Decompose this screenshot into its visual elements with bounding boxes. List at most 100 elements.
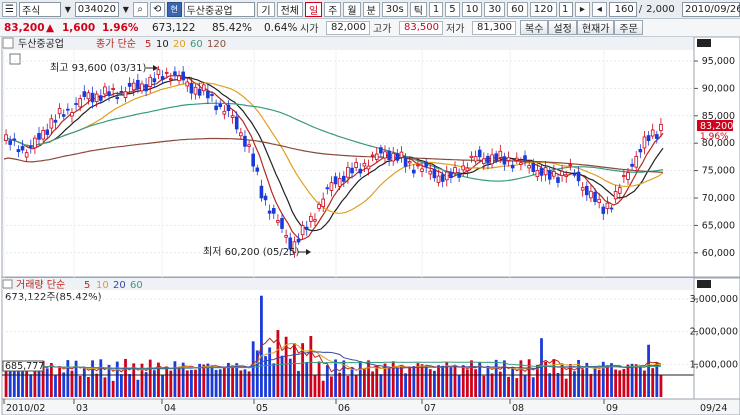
x-tick-label: 05 [256, 403, 268, 414]
candle-body [82, 91, 87, 97]
volume-bar [66, 360, 70, 397]
volume-ma-line-60 [5, 361, 661, 371]
volume-current-label: 673,122주(85.42%) [5, 292, 102, 303]
market-select[interactable]: 주식 [18, 1, 61, 17]
volume-bar [243, 369, 247, 397]
scroll-left-icon[interactable]: ◂ [591, 1, 607, 17]
candle-body [181, 71, 185, 81]
volume-bar [247, 371, 251, 397]
volume-pct: 85.42% [212, 21, 253, 34]
interval-button-30[interactable]: 30 [484, 1, 506, 17]
period-button-tick[interactable]: 틱 [409, 1, 427, 17]
toggle-box-icon[interactable] [9, 53, 21, 65]
vol-ma-legend-10: 10 [96, 280, 109, 291]
display-count-input[interactable]: 160 [608, 1, 637, 17]
volume-bar [490, 373, 494, 397]
candle-body [552, 170, 556, 177]
min-price-label: 최저 60,200 (05/25) [203, 246, 299, 258]
period-button-week[interactable]: 주 [324, 1, 342, 17]
apply-icon[interactable]: ▸ [574, 1, 590, 17]
stock-name-field[interactable]: 두산중공업 [183, 1, 256, 17]
candle-body [634, 155, 639, 168]
volume-bars [4, 295, 663, 397]
volume-bar [268, 347, 272, 397]
chart-tab[interactable]: 두산중공업 [18, 37, 64, 50]
volume-bar [535, 364, 539, 397]
stock-chart[interactable]: 두산중공업 종가 단순 5 10 20 60 120 최고 93,600 (03… [0, 37, 740, 415]
volume-bar [573, 371, 576, 397]
panel-menu-icon[interactable] [2, 37, 14, 49]
candle-body [317, 203, 321, 209]
period-button-all[interactable]: 전체 [276, 1, 303, 17]
candle-body [33, 137, 37, 149]
x-tick-label: 08 [512, 403, 524, 414]
period-button-range[interactable]: 기 [257, 1, 275, 17]
volume-bar [148, 359, 152, 397]
candle-body [391, 152, 396, 162]
period-button-30s[interactable]: 30s [381, 1, 408, 17]
x-tick-label: 04 [164, 403, 176, 414]
price-tick-label: 70,000 [702, 193, 735, 204]
candle-body [617, 187, 622, 194]
volume-bar [95, 373, 99, 397]
candle-body [28, 145, 33, 148]
candle-body [263, 195, 268, 201]
volume-bar [165, 366, 169, 397]
interval-button-120[interactable]: 120 [529, 1, 557, 17]
volume-bar [21, 366, 24, 397]
volume-bar [140, 363, 144, 397]
multi-chart-button[interactable]: 복수 [520, 20, 549, 35]
custom-interval-input[interactable]: 1 [558, 1, 573, 17]
volume-bar [412, 366, 416, 397]
candle-body [589, 190, 593, 199]
volume-bar [25, 366, 29, 397]
stock-code-input[interactable]: 034020 [74, 1, 119, 17]
menu-icon[interactable]: ☰ [2, 1, 17, 17]
candle-body [169, 78, 173, 81]
candle-body [630, 163, 634, 167]
interval-button-10[interactable]: 10 [461, 1, 483, 17]
settings-button[interactable]: 설정 [548, 20, 577, 35]
chevron-down-icon[interactable]: ▼ [122, 4, 129, 14]
volume-bar [301, 343, 305, 397]
volume-axis-menu-icon[interactable] [697, 280, 711, 288]
volume-bar [87, 376, 90, 397]
candle-body [259, 185, 264, 199]
x-tick-label: 09 [606, 403, 618, 414]
price-tick-label: 95,000 [702, 56, 735, 67]
candle-body [309, 215, 313, 222]
price-tick-label: 90,000 [702, 83, 735, 94]
candle-body [366, 165, 371, 170]
volume-bar [354, 375, 358, 397]
candle-body [173, 71, 177, 76]
period-button-day[interactable]: 일 [304, 1, 323, 17]
search-icon[interactable]: ⌕ [132, 1, 148, 17]
axis-menu-icon[interactable] [697, 39, 711, 47]
interval-button-60[interactable]: 60 [507, 1, 528, 17]
volume-panel-menu-icon[interactable] [2, 279, 13, 289]
current-price-button[interactable]: 현재가 [576, 20, 615, 35]
volume-bar [531, 377, 535, 397]
candle-body [477, 149, 482, 158]
candle-body [539, 168, 544, 176]
candle-body [115, 96, 120, 100]
order-button[interactable]: 주문 [614, 20, 643, 35]
volume-bar [41, 360, 45, 397]
stock-type-icon: 현 [166, 1, 182, 17]
interval-button-5[interactable]: 5 [445, 1, 460, 17]
candle-body [152, 78, 157, 83]
volume-bar [29, 374, 33, 397]
period-button-month[interactable]: 월 [343, 1, 361, 17]
high-price: 83,500 [399, 20, 443, 35]
date-input[interactable]: 2010/09/26 [682, 1, 740, 17]
volume-bar [218, 369, 222, 397]
ma-line-10 [3, 76, 664, 232]
up-arrow-icon: ▲ [46, 21, 55, 34]
volume-bar [474, 369, 477, 397]
candle-body [527, 165, 531, 169]
period-button-minute[interactable]: 분 [362, 1, 380, 17]
chevron-down-icon[interactable]: ▼ [64, 4, 71, 14]
vol-ma-legend-20: 20 [113, 280, 126, 291]
interval-button-1[interactable]: 1 [428, 1, 444, 17]
refresh-icon[interactable]: ⟲ [149, 1, 165, 17]
